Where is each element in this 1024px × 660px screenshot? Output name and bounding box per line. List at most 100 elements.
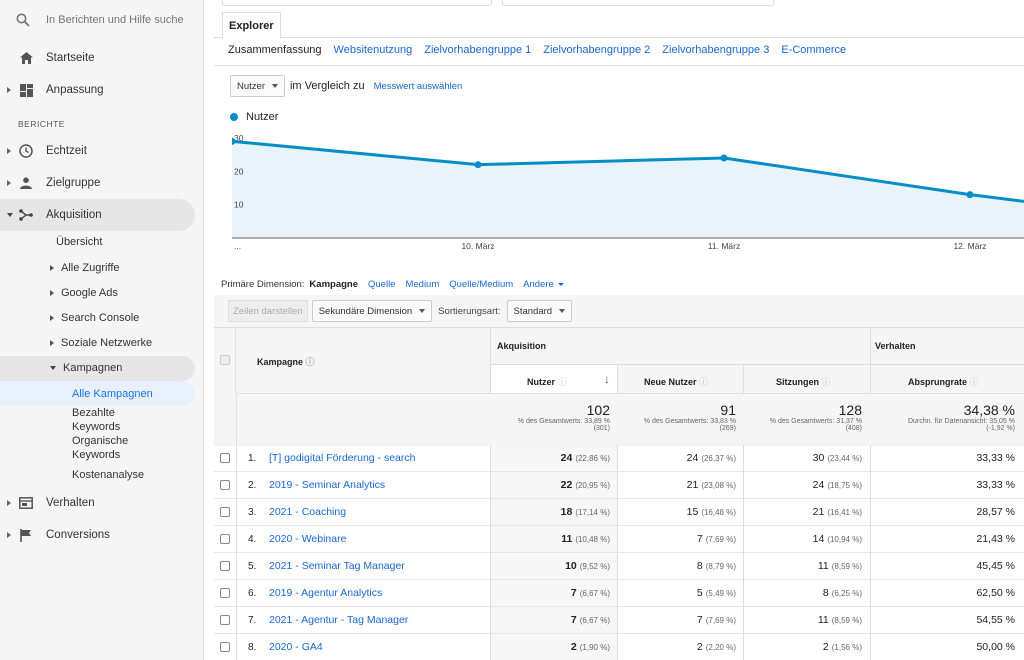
- dimension-andere[interactable]: Andere: [523, 279, 564, 290]
- home-icon: [18, 50, 34, 66]
- data-point[interactable]: [232, 137, 236, 145]
- tab-explorer[interactable]: Explorer: [222, 12, 281, 39]
- select-all-checkbox[interactable]: [220, 355, 230, 365]
- nav-organische-keywords[interactable]: Organische Keywords: [72, 435, 129, 461]
- help-icon[interactable]: ⓘ: [557, 377, 567, 387]
- campaign-link[interactable]: [T] godigital Förderung - search: [269, 452, 416, 464]
- row-number: 7.: [248, 615, 257, 626]
- metric-select[interactable]: Nutzer: [230, 75, 285, 97]
- nav-akquisition[interactable]: Akquisition: [0, 199, 195, 231]
- subtab-ecommerce[interactable]: E-Commerce: [781, 44, 847, 56]
- nav-alle-zugriffe[interactable]: Alle Zugriffe: [50, 262, 120, 274]
- campaign-link[interactable]: 2019 - Seminar Analytics: [269, 479, 386, 491]
- chevron-right-icon: [7, 87, 11, 93]
- header-sitzungen[interactable]: Sitzungen ⓘ: [776, 377, 831, 387]
- divider: [870, 472, 871, 499]
- nav-kampagnen[interactable]: Kampagnen: [50, 362, 122, 374]
- cell-bounce: 33,33 %: [976, 479, 1015, 491]
- secondary-dimension-select[interactable]: Sekundäre Dimension: [311, 300, 433, 322]
- row-number: 2.: [248, 480, 257, 491]
- show-rows-button[interactable]: Zeilen darstellen: [228, 300, 308, 322]
- divider: [743, 526, 744, 553]
- header-neue-nutzer[interactable]: Neue Nutzer ⓘ: [644, 377, 709, 387]
- cell-bounce: 21,43 %: [976, 533, 1015, 545]
- primary-dimension-row: Primäre Dimension: Kampagne Quelle Mediu…: [221, 279, 564, 290]
- header-nutzer-cell[interactable]: Nutzer ⓘ ↓: [491, 365, 617, 393]
- header-absprungrate[interactable]: Absprungrate ⓘ: [908, 377, 979, 387]
- subtab-zielvorhabengruppe-3[interactable]: Zielvorhabengruppe 3: [662, 44, 770, 56]
- divider: [870, 499, 871, 526]
- row-checkbox[interactable]: [220, 507, 230, 517]
- header-checkbox-cell: [214, 328, 236, 393]
- divider: [491, 364, 1024, 365]
- row-checkbox[interactable]: [220, 534, 230, 544]
- data-point[interactable]: [720, 154, 728, 162]
- cell-users: 22 (20,95 %): [560, 479, 610, 491]
- row-checkbox[interactable]: [220, 642, 230, 652]
- nav-kostenanalyse[interactable]: Kostenanalyse: [72, 469, 145, 481]
- row-checkbox[interactable]: [220, 453, 230, 463]
- campaign-link[interactable]: 2021 - Coaching: [269, 506, 347, 518]
- dimension-medium[interactable]: Medium: [405, 279, 440, 290]
- cell-sessions: 30 (23,44 %): [812, 452, 862, 464]
- cell-new-users: 8 (8,79 %): [696, 560, 736, 572]
- compare-metric-link[interactable]: Messwert auswählen: [373, 80, 463, 92]
- table-row: 5. 2021 - Seminar Tag Manager 10 (9,52 %) 8(…: [214, 553, 1024, 580]
- search-bar[interactable]: In Berichten und Hilfe suche: [0, 0, 203, 40]
- nav-bezahlte-keywords[interactable]: Bezahlte Keywords: [72, 407, 121, 433]
- table-row: 8. 2020 - GA4 2 (1,90 %) 2 (2,20 %) 2 (1,56 %) 5…: [214, 634, 1024, 660]
- subtab-zielvorhabengruppe-1[interactable]: Zielvorhabengruppe 1: [424, 44, 532, 56]
- cell-bounce: 28,57 %: [976, 506, 1015, 518]
- subtab-zielvorhabengruppe-2[interactable]: Zielvorhabengruppe 2: [543, 44, 651, 56]
- dimension-quelle[interactable]: Quelle: [368, 279, 396, 290]
- dimension-quelle-medium[interactable]: Quelle/Medium: [449, 279, 514, 290]
- campaign-link[interactable]: 2021 - Seminar Tag Manager: [269, 560, 405, 572]
- divider: [236, 472, 237, 499]
- row-checkbox[interactable]: [220, 561, 230, 571]
- nav-google-ads[interactable]: Google Ads: [50, 287, 118, 299]
- sort-arrow-icon[interactable]: ↓: [604, 372, 610, 386]
- row-checkbox[interactable]: [220, 588, 230, 598]
- top-box-left: [222, 0, 492, 6]
- x-tick-label: 12. März: [953, 241, 986, 251]
- row-checkbox[interactable]: [220, 615, 230, 625]
- divider: [617, 580, 618, 607]
- campaign-link[interactable]: 2019 - Agentur Analytics: [269, 587, 383, 599]
- nav-soziale-netzwerke[interactable]: Soziale Netzwerke: [50, 337, 152, 349]
- highlight-alle-kampagnen: [0, 381, 195, 406]
- help-icon[interactable]: ⓘ: [699, 377, 709, 387]
- search-input[interactable]: In Berichten und Hilfe suche: [46, 14, 184, 26]
- campaign-link[interactable]: 2021 - Agentur - Tag Manager: [269, 614, 409, 626]
- help-icon[interactable]: ⓘ: [969, 377, 979, 387]
- subtab-websitenutzung[interactable]: Websitenutzung: [333, 44, 413, 56]
- cell-new-users: 7 (7,69 %): [696, 614, 736, 626]
- metric-row: Nutzer im Vergleich zu Messwert auswähle…: [230, 75, 462, 97]
- cell-sessions: 21 (16,41 %): [812, 506, 862, 518]
- data-point[interactable]: [966, 191, 974, 199]
- search-icon: [16, 13, 30, 27]
- row-checkbox[interactable]: [220, 480, 230, 490]
- row-number: 6.: [248, 588, 257, 599]
- nav-search-console[interactable]: Search Console: [50, 312, 139, 324]
- cell-sessions: 24 (18,75 %): [812, 479, 862, 491]
- cell-users: 11 (10,48 %): [561, 533, 610, 545]
- tab-bar: Explorer: [214, 12, 1024, 39]
- header-akquisition: Akquisition: [497, 341, 546, 351]
- sort-select[interactable]: Standard: [506, 300, 573, 322]
- dimension-kampagne[interactable]: Kampagne: [309, 279, 358, 290]
- campaign-link[interactable]: 2020 - GA4: [269, 641, 323, 653]
- nav-alle-kampagnen[interactable]: Alle Kampagnen: [72, 388, 153, 400]
- row-number: 4.: [248, 534, 257, 545]
- help-icon[interactable]: ⓘ: [821, 377, 831, 387]
- row-number: 3.: [248, 507, 257, 518]
- y-tick-label: 20: [234, 166, 244, 176]
- chevron-down-icon: [557, 282, 564, 286]
- subtab-zusammenfassung[interactable]: Zusammenfassung: [228, 44, 322, 56]
- campaign-link[interactable]: 2020 - Webinare: [269, 533, 347, 545]
- divider: [870, 607, 871, 634]
- nav-uebersicht[interactable]: Übersicht: [56, 236, 103, 248]
- data-point[interactable]: [474, 161, 482, 169]
- header-kampagne: Kampagne ⓘ: [257, 357, 315, 367]
- help-icon[interactable]: ⓘ: [305, 357, 315, 367]
- divider: [490, 607, 491, 634]
